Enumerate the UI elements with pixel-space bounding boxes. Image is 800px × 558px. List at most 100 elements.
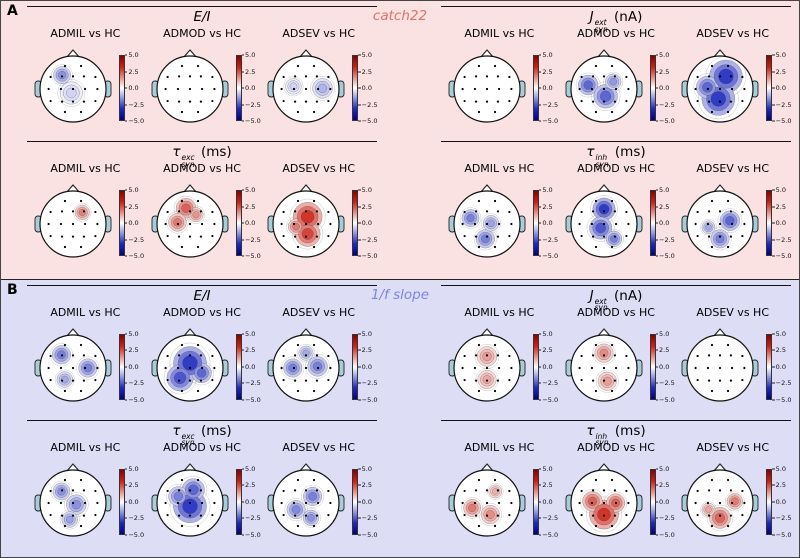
colorbar-tick-mark bbox=[124, 120, 128, 122]
parameter-section: E/I ADMIL vs HC ADMOD vs HC ADSEV vs HC 5.0 2… bbox=[27, 284, 377, 410]
colorbar-tick-label: −2.5 bbox=[775, 513, 792, 522]
colorbar-tick-label: 2.5 bbox=[245, 67, 256, 76]
colorbar-tick-label: 2.5 bbox=[128, 345, 139, 354]
section-title-subscript: syn bbox=[181, 438, 195, 447]
colorbar-tick-label: −2.5 bbox=[659, 513, 675, 522]
colorbar-tick-mark bbox=[772, 255, 775, 257]
colorbar-ticks: 5.0 2.5 0.0 −2.5 −5.0 bbox=[241, 330, 261, 402]
section-title-subsup: inh syn bbox=[596, 433, 609, 447]
topoplot bbox=[34, 327, 112, 402]
colorbar-tick-mark bbox=[241, 206, 244, 207]
colorbar-tick-mark bbox=[538, 399, 542, 400]
colorbar-tick-label: 2.5 bbox=[361, 67, 373, 76]
topoplot-row: 5.0 2.5 0.0 −2.5 −5.0 5.0 2.5 0.0 −2.5 −5.0 5.0 2.5… bbox=[441, 459, 791, 545]
head-outline bbox=[686, 55, 754, 123]
section-title-unit: (ms) bbox=[610, 144, 646, 160]
colorbar-ticks: 5.0 2.5 0.0 −2.5 −5.0 bbox=[124, 465, 144, 537]
colorbar-tick-label: −2.5 bbox=[542, 100, 559, 109]
colorbar-tick-mark bbox=[241, 382, 244, 384]
comparison-label: ADSEV vs HC bbox=[696, 440, 769, 454]
topomap-blobs bbox=[700, 490, 745, 531]
topoplot-cell: 5.0 2.5 0.0 −2.5 −5.0 bbox=[674, 180, 791, 266]
comparison-label: ADMIL vs HC bbox=[50, 162, 121, 175]
electrode-dots bbox=[577, 343, 630, 392]
colorbar-gradient bbox=[235, 333, 242, 400]
colorbar-tick-label: −5.0 bbox=[775, 116, 792, 125]
colorbar-tick-mark bbox=[538, 71, 542, 72]
comparison-label: ADSEV vs HC bbox=[282, 440, 355, 454]
topoplot-row: 5.0 2.5 0.0 −2.5 −5.0 5.0 2.5 0.0 −2.5 −5.0 5.0 2.5… bbox=[441, 180, 791, 266]
parameter-section: τ exc syn (ms) ADMIL vs HC ADMOD vs HC ADSEV … bbox=[27, 419, 377, 545]
colorbar-tick-mark bbox=[538, 104, 542, 105]
colorbar-tick-label: 5.0 bbox=[659, 329, 670, 338]
electrode-dots bbox=[47, 199, 99, 249]
section-title-unit: (ms) bbox=[196, 422, 232, 439]
colorbar-gradient bbox=[235, 468, 242, 535]
colorbar-tick-mark bbox=[241, 255, 244, 257]
colorbar-tick-label: −2.5 bbox=[775, 378, 792, 387]
colorbar-tick-label: 0.0 bbox=[542, 362, 553, 371]
colorbar-tick-mark bbox=[538, 517, 542, 519]
section-title-superscript: inh bbox=[595, 153, 608, 162]
topoplot-row: 5.0 2.5 0.0 −2.5 −5.0 5.0 2.5 0.0 −2.5 −5.0 5.0 2.5… bbox=[27, 45, 377, 131]
colorbar-tick-label: 2.5 bbox=[245, 345, 256, 354]
colorbar-tick-mark bbox=[655, 517, 658, 519]
electrode-dots bbox=[694, 478, 746, 527]
colorbar-ticks: 5.0 2.5 0.0 −2.5 −5.0 bbox=[358, 52, 378, 124]
colorbar-tick-mark bbox=[772, 87, 775, 89]
colorbar-gradient bbox=[352, 468, 359, 535]
colorbar-ticks: 5.0 2.5 0.0 −2.5 −5.0 bbox=[538, 465, 558, 537]
colorbar-tick-mark bbox=[241, 120, 244, 122]
colorbar-tick-mark bbox=[772, 468, 775, 469]
colorbar: 5.0 2.5 0.0 −2.5 −5.0 bbox=[649, 330, 675, 402]
section-title-subscript: syn bbox=[594, 24, 608, 34]
colorbar: 5.0 2.5 0.0 −2.5 −5.0 bbox=[235, 52, 261, 124]
section-title: τ inh syn (ms) bbox=[441, 141, 791, 167]
topoplot-cell: 5.0 2.5 0.0 −2.5 −5.0 bbox=[27, 180, 144, 266]
colorbar-gradient bbox=[766, 333, 773, 400]
colorbar-tick-mark bbox=[358, 87, 361, 89]
colorbar-tick-mark bbox=[772, 382, 775, 384]
colorbar-tick-mark bbox=[358, 501, 361, 502]
head-outline bbox=[569, 55, 638, 123]
head-outline bbox=[686, 190, 754, 258]
colorbar: 5.0 2.5 0.0 −2.5 −5.0 bbox=[766, 330, 792, 402]
colorbar-tick-label: −2.5 bbox=[361, 100, 378, 109]
comparison-label: ADMIL vs HC bbox=[464, 27, 535, 40]
colorbar-ticks: 5.0 2.5 0.0 −2.5 −5.0 bbox=[655, 465, 675, 537]
colorbar-tick-label: 2.5 bbox=[775, 67, 787, 76]
panel-row: catch22 E/I ADMIL vs HC ADMOD vs HC ADSEV vs… bbox=[1, 6, 799, 131]
colorbar-tick-mark bbox=[538, 206, 542, 207]
colorbar-tick-label: 0.0 bbox=[659, 362, 670, 371]
topomap-blobs bbox=[591, 341, 619, 393]
colorbar-tick-mark bbox=[358, 333, 361, 334]
panel-row: τ exc syn (ms) ADMIL vs HC ADMOD vs HC ADSEV … bbox=[1, 141, 799, 266]
colorbar-tick-mark bbox=[241, 239, 244, 240]
colorbar-gradient bbox=[235, 190, 242, 256]
colorbar-tick-mark bbox=[772, 54, 775, 56]
comparison-label: ADMOD vs HC bbox=[163, 27, 241, 40]
section-title-unit: (nA) bbox=[609, 9, 643, 25]
colorbar-tick-mark bbox=[655, 222, 658, 224]
colorbar-tick-mark bbox=[655, 484, 658, 486]
topoplot bbox=[34, 462, 112, 537]
colorbar-gradient bbox=[118, 468, 125, 535]
colorbar-gradient bbox=[118, 55, 125, 121]
colorbar-tick-mark bbox=[538, 255, 542, 257]
colorbar-tick-label: 2.5 bbox=[659, 202, 670, 211]
topoplot-cell: 5.0 2.5 0.0 −2.5 −5.0 bbox=[144, 324, 261, 410]
colorbar-tick-mark bbox=[124, 349, 128, 351]
colorbar-tick-label: 5.0 bbox=[659, 185, 670, 194]
colorbar-tick-mark bbox=[241, 399, 244, 400]
colorbar-tick-mark bbox=[358, 382, 361, 384]
colorbar-gradient bbox=[766, 190, 773, 256]
comparison-labels-row: ADMIL vs HC ADMOD vs HC ADSEV vs HC bbox=[441, 162, 791, 178]
colorbar-tick-mark bbox=[538, 382, 542, 384]
colorbar-tick-label: 5.0 bbox=[245, 329, 256, 338]
colorbar-tick-label: 5.0 bbox=[659, 50, 670, 59]
section-title-superscript: exc bbox=[181, 431, 195, 441]
electrode-dots bbox=[461, 343, 513, 392]
topomap-blobs bbox=[283, 76, 335, 101]
colorbar-ticks: 5.0 2.5 0.0 −2.5 −5.0 bbox=[772, 465, 792, 537]
head-outline bbox=[272, 468, 340, 537]
